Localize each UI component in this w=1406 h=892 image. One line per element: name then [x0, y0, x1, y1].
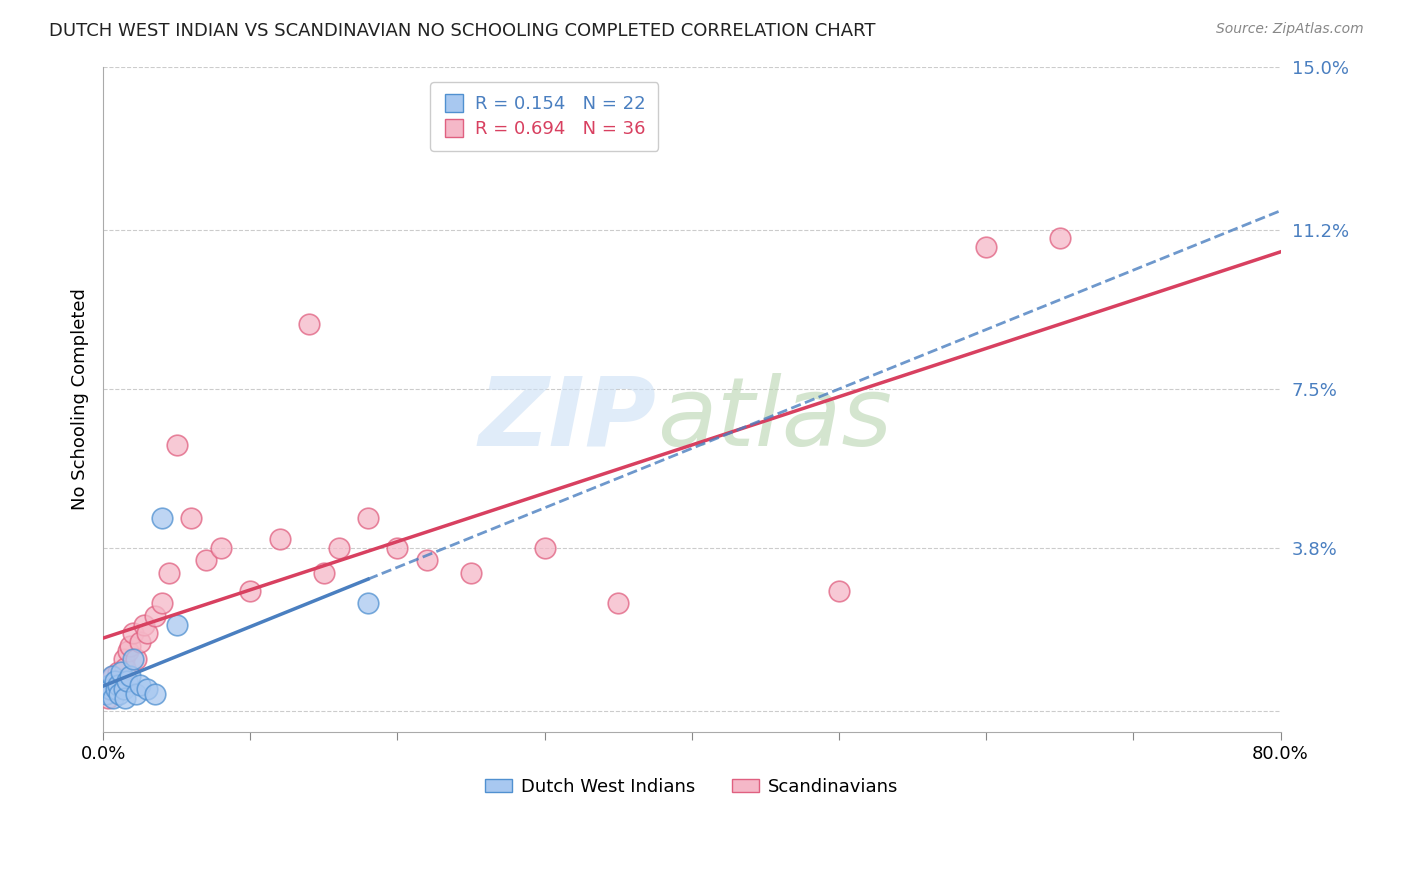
Point	[136, 682, 159, 697]
Point	[124, 687, 146, 701]
Point	[328, 541, 350, 555]
Point	[96, 690, 118, 705]
Point	[312, 566, 335, 581]
Point	[118, 640, 141, 654]
Point	[357, 510, 380, 524]
Point	[129, 678, 152, 692]
Point	[157, 566, 180, 581]
Point	[143, 609, 166, 624]
Point	[118, 669, 141, 683]
Point	[974, 240, 997, 254]
Point	[828, 583, 851, 598]
Y-axis label: No Schooling Completed: No Schooling Completed	[72, 288, 89, 510]
Point	[98, 678, 121, 692]
Point	[104, 673, 127, 688]
Point	[134, 618, 156, 632]
Point	[114, 661, 136, 675]
Point	[100, 682, 122, 697]
Point	[103, 690, 125, 705]
Point	[357, 596, 380, 610]
Point	[166, 618, 188, 632]
Point	[129, 635, 152, 649]
Point	[103, 669, 125, 683]
Point	[101, 669, 124, 683]
Point	[460, 566, 482, 581]
Point	[105, 678, 128, 692]
Point	[143, 687, 166, 701]
Point	[298, 318, 321, 332]
Point	[117, 643, 139, 657]
Text: ZIP: ZIP	[478, 373, 657, 466]
Point	[269, 532, 291, 546]
Point	[107, 665, 129, 680]
Point	[136, 626, 159, 640]
Point	[107, 678, 129, 692]
Point	[121, 626, 143, 640]
Point	[121, 652, 143, 666]
Point	[150, 510, 173, 524]
Text: atlas: atlas	[657, 373, 891, 466]
Point	[533, 541, 555, 555]
Point	[114, 690, 136, 705]
Point	[195, 553, 218, 567]
Point	[124, 652, 146, 666]
Point	[166, 437, 188, 451]
Point	[209, 541, 232, 555]
Point	[1049, 231, 1071, 245]
Point	[607, 596, 630, 610]
Point	[110, 673, 132, 688]
Point	[112, 652, 135, 666]
Point	[115, 673, 138, 688]
Text: Source: ZipAtlas.com: Source: ZipAtlas.com	[1216, 22, 1364, 37]
Point	[150, 596, 173, 610]
Text: DUTCH WEST INDIAN VS SCANDINAVIAN NO SCHOOLING COMPLETED CORRELATION CHART: DUTCH WEST INDIAN VS SCANDINAVIAN NO SCH…	[49, 22, 876, 40]
Point	[110, 665, 132, 680]
Point	[94, 687, 117, 701]
Point	[100, 682, 122, 697]
Point	[416, 553, 439, 567]
Point	[239, 583, 262, 598]
Legend: Dutch West Indians, Scandinavians: Dutch West Indians, Scandinavians	[478, 771, 905, 803]
Point	[387, 541, 409, 555]
Point	[112, 682, 135, 697]
Point	[108, 687, 131, 701]
Point	[180, 510, 202, 524]
Point	[105, 682, 128, 697]
